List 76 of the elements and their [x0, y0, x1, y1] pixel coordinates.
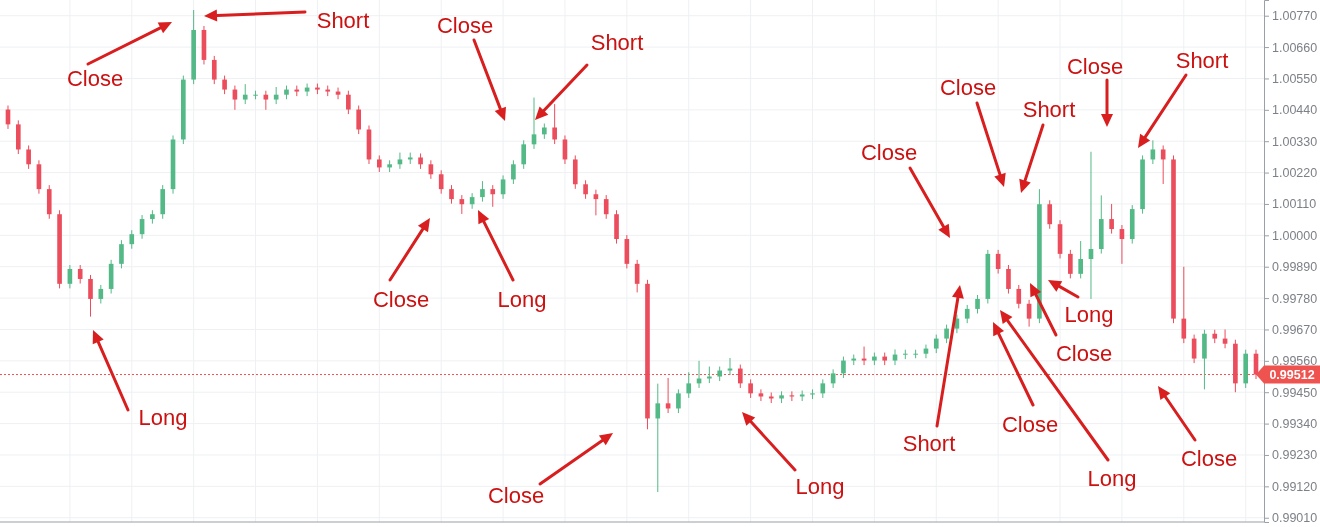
- annotation: Long: [497, 286, 547, 312]
- candlestick: [438, 169, 444, 195]
- y-tick-label: 0.99890: [1272, 260, 1318, 275]
- candlestick: [933, 334, 939, 354]
- annotation: Long: [1064, 301, 1114, 327]
- annotation: Long: [795, 473, 845, 499]
- candlestick: [748, 378, 753, 399]
- y-tick-label: 1.00770: [1272, 9, 1318, 24]
- annotation: Close: [487, 482, 545, 508]
- annotation: Close: [436, 12, 494, 38]
- candlestick: [1006, 264, 1011, 295]
- candlestick: [346, 90, 351, 115]
- candlestick: [676, 388, 681, 414]
- candlestick: [1068, 249, 1073, 279]
- candlestick: [655, 383, 661, 493]
- y-tick-label: 0.99450: [1272, 385, 1318, 400]
- candlestick: [583, 179, 588, 200]
- annotation: Short: [316, 7, 370, 33]
- candlestick: [129, 229, 135, 250]
- y-tick-label: 0.99230: [1272, 448, 1318, 463]
- y-tick-label: 0.99120: [1272, 479, 1318, 494]
- y-tick-label: 0.99010: [1272, 511, 1318, 526]
- y-tick-label: 1.00440: [1272, 103, 1318, 118]
- candlestick: [449, 184, 454, 205]
- annotation: Short: [1022, 96, 1076, 122]
- candlestick: [1016, 284, 1022, 309]
- annotation: Short: [902, 430, 956, 456]
- y-tick-label: 1.00000: [1272, 228, 1318, 243]
- candlestick: [964, 304, 970, 324]
- candlestick: [820, 378, 826, 399]
- candlestick: [119, 239, 124, 269]
- annotation: Short: [1175, 47, 1229, 73]
- candlestick: [686, 371, 692, 399]
- candlestick: [480, 180, 485, 203]
- candlestick: [1047, 199, 1053, 230]
- annotation: Short: [590, 29, 644, 55]
- y-tick-label: 0.99780: [1272, 291, 1318, 306]
- candlestick: [242, 83, 248, 105]
- y-tick-label: 0.99670: [1272, 322, 1318, 337]
- candlestick: [521, 139, 527, 170]
- candlestick: [222, 75, 227, 95]
- candlestick: [552, 103, 557, 145]
- candlestick: [511, 159, 516, 185]
- candlestick: [810, 388, 815, 400]
- ref-line-label: 0.99512: [1269, 367, 1315, 382]
- candlestick: [841, 356, 846, 379]
- candlestick: [77, 264, 83, 285]
- y-tick-label: 0.99560: [1272, 354, 1318, 369]
- candlestick: [490, 184, 496, 208]
- y-tick-label: 1.00110: [1272, 197, 1317, 212]
- candlestick: [356, 105, 361, 135]
- annotation: Close: [1055, 340, 1113, 366]
- candlestick: [211, 55, 217, 85]
- annotation: Close: [939, 74, 997, 100]
- candlestick: [1181, 266, 1187, 344]
- annotation: Close: [860, 139, 918, 165]
- annotation: Close: [1001, 411, 1059, 437]
- annotation: Long: [138, 404, 188, 430]
- annotation: Close: [1180, 445, 1238, 471]
- y-tick-label: 1.00550: [1272, 71, 1318, 86]
- candlestick: [1109, 203, 1114, 235]
- annotation: Close: [66, 65, 124, 91]
- y-tick-label: 0.99340: [1272, 417, 1318, 432]
- candlestick: [459, 194, 465, 215]
- candlestick: [26, 144, 31, 170]
- candlestick: [944, 324, 949, 344]
- candlestick: [1078, 240, 1083, 279]
- annotation: Close: [1066, 53, 1124, 79]
- annotation: Close: [372, 286, 430, 312]
- y-tick-label: 1.00660: [1272, 40, 1318, 55]
- candlestick: [603, 194, 609, 220]
- candlestick: [88, 274, 93, 318]
- y-tick-label: 1.00330: [1272, 134, 1318, 149]
- y-tick-label: 1.00220: [1272, 166, 1318, 181]
- annotation: Long: [1087, 465, 1137, 491]
- candlestick: [975, 294, 980, 314]
